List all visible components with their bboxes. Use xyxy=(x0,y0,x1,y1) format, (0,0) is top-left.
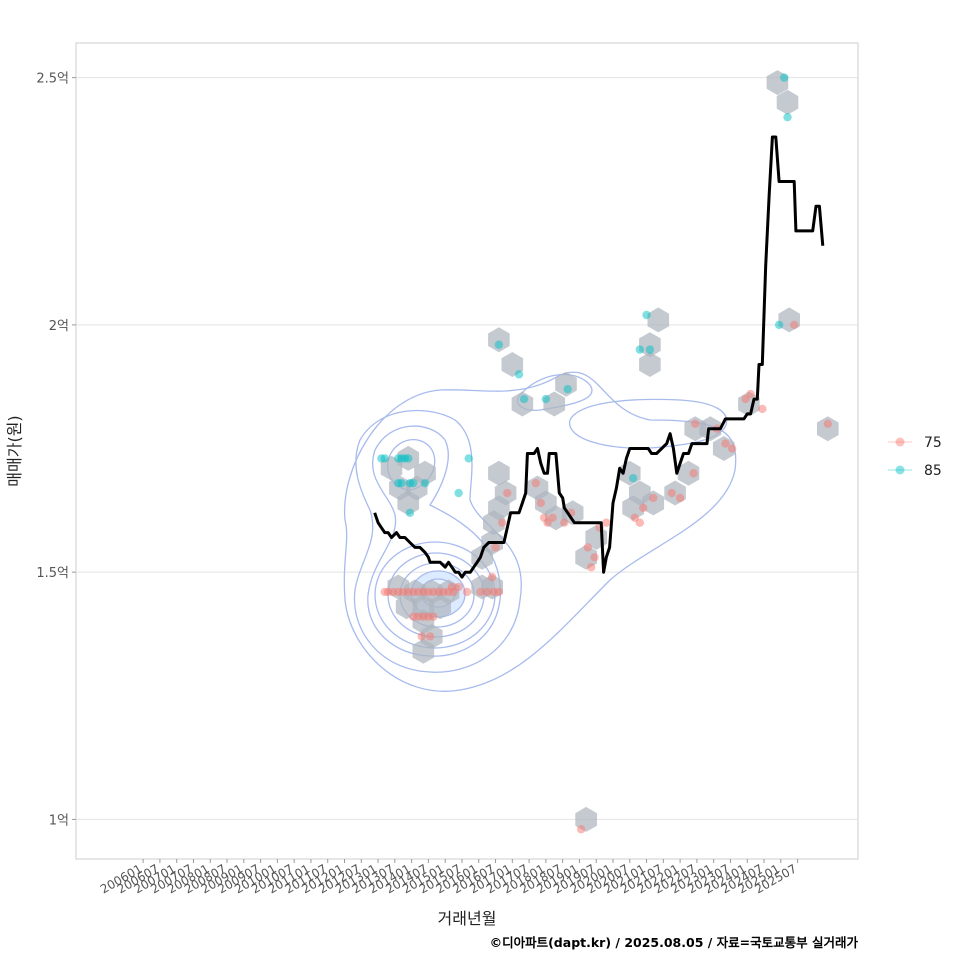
point-75 xyxy=(487,572,497,582)
point-75 xyxy=(590,553,599,562)
point-85 xyxy=(519,394,529,404)
point-75 xyxy=(536,498,546,508)
point-75 xyxy=(667,488,676,498)
point-75 xyxy=(758,404,767,414)
point-75 xyxy=(531,478,541,488)
point-75 xyxy=(691,419,700,428)
point-85 xyxy=(779,73,789,82)
point-75 xyxy=(462,587,472,597)
point-75 xyxy=(721,439,730,448)
point-85 xyxy=(783,112,792,122)
hexbin xyxy=(483,510,505,536)
point-85 xyxy=(642,310,651,320)
point-75 xyxy=(447,582,457,592)
point-75 xyxy=(602,518,611,527)
point-85 xyxy=(397,478,406,488)
point-85 xyxy=(404,454,413,463)
point-85 xyxy=(409,478,418,488)
y-tick-label: 1.5억 xyxy=(36,566,69,581)
point-75 xyxy=(560,518,569,527)
point-85 xyxy=(494,340,504,349)
contour-2 xyxy=(353,409,522,673)
hexbin xyxy=(622,495,644,521)
caption: ©디아파트(dapt.kr) / 2025.08.05 / 자료=국토교통부 실… xyxy=(490,935,859,950)
y-tick-label: 2.5억 xyxy=(36,72,69,87)
legend-key-85 xyxy=(895,465,905,475)
point-75 xyxy=(425,632,435,641)
point-85 xyxy=(405,508,415,518)
trend-line xyxy=(373,135,825,579)
point-75 xyxy=(586,563,596,572)
hexbin xyxy=(488,327,510,353)
point-75 xyxy=(576,825,586,834)
point-75 xyxy=(583,543,593,552)
legend-label-85: 85 xyxy=(924,463,942,479)
hexbin xyxy=(642,490,665,516)
hexbin xyxy=(647,307,670,333)
point-85 xyxy=(645,345,655,354)
point-75 xyxy=(429,612,438,621)
point-75 xyxy=(746,389,755,399)
point-85 xyxy=(563,384,572,394)
point-85 xyxy=(635,345,645,354)
x-axis-title: 거래년월 xyxy=(438,909,497,928)
point-85 xyxy=(380,454,389,463)
point-75 xyxy=(649,493,658,503)
hexbin-layer xyxy=(380,70,839,832)
hexbin xyxy=(397,490,420,516)
scatter-points xyxy=(377,73,832,834)
contour-outer xyxy=(343,371,737,692)
y-axis: 1억 1.5억 2억 2.5억 xyxy=(36,72,76,828)
point-75 xyxy=(689,469,698,478)
y-tick-label: 2억 xyxy=(49,319,69,334)
point-85 xyxy=(464,454,473,463)
hexbin xyxy=(639,332,661,358)
point-85 xyxy=(541,394,551,404)
point-75 xyxy=(548,513,557,522)
point-75 xyxy=(454,582,463,592)
hexbin xyxy=(817,416,839,442)
point-75 xyxy=(675,493,685,503)
point-75 xyxy=(635,518,645,527)
point-85 xyxy=(420,478,430,488)
legend-key-75 xyxy=(895,437,905,447)
point-75 xyxy=(491,543,500,552)
y-tick-label: 1억 xyxy=(49,813,69,828)
x-axis: 2006012006072007012007072008012008072009… xyxy=(98,859,799,897)
grid-lines xyxy=(76,77,858,820)
legend-label-75: 75 xyxy=(924,435,942,451)
point-75 xyxy=(476,587,485,597)
point-75 xyxy=(494,587,504,597)
point-75 xyxy=(727,444,737,453)
contour-3 xyxy=(367,425,501,657)
plot-panel xyxy=(75,42,859,860)
y-axis-title: 매매가(원) xyxy=(5,415,24,486)
hexbin xyxy=(488,460,510,486)
point-85 xyxy=(628,474,638,483)
point-75 xyxy=(823,419,832,428)
hexbin xyxy=(776,89,799,115)
point-75 xyxy=(639,503,648,513)
point-75 xyxy=(790,320,799,330)
point-85 xyxy=(774,320,784,330)
hexbin xyxy=(639,352,661,377)
point-85 xyxy=(454,488,463,498)
hexbin xyxy=(412,638,435,664)
point-75 xyxy=(498,518,507,527)
point-75 xyxy=(482,587,492,597)
point-75 xyxy=(503,488,512,498)
contour-right-lower xyxy=(569,398,728,449)
hexbin xyxy=(677,460,700,486)
point-75 xyxy=(417,632,426,641)
point-85 xyxy=(514,370,524,379)
legend: 75 85 xyxy=(888,435,942,479)
